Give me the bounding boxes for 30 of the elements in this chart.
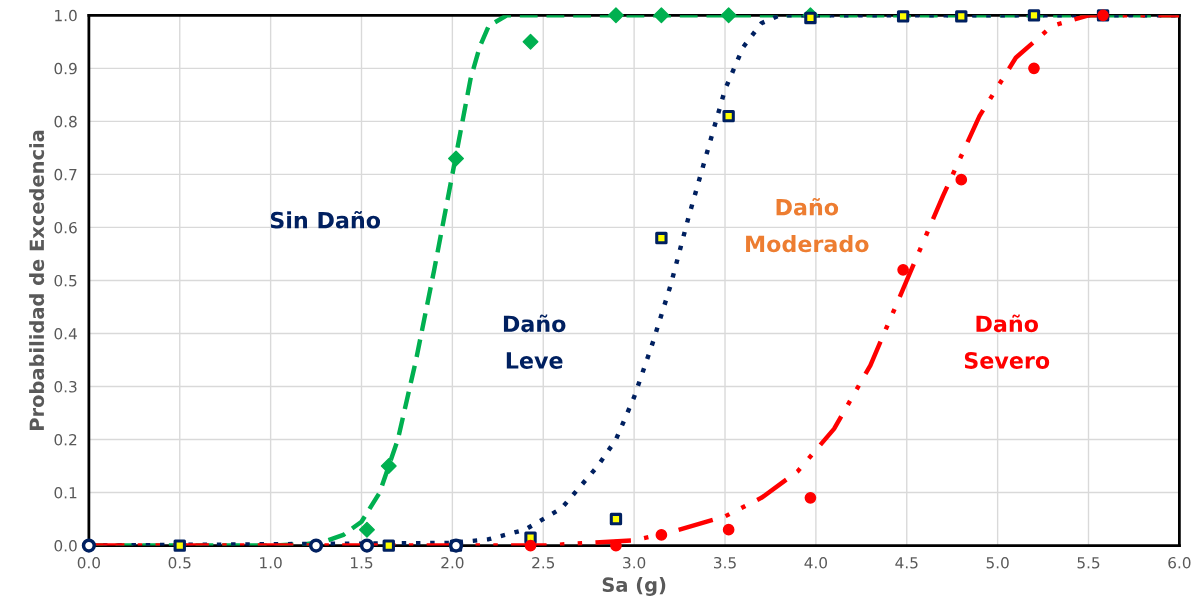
x-tick-label: 0.5 — [168, 556, 191, 569]
annotation: Daño Moderado — [746, 197, 869, 253]
y-tick-label: 1.0 — [55, 9, 77, 22]
y-tick-label: 0.1 — [54, 487, 77, 499]
y-tick-label: 0.4 — [54, 327, 77, 340]
x-tick-label: 0.0 — [77, 556, 101, 569]
x-tick-label: 2.0 — [441, 556, 464, 569]
annotation: Daño Leve — [503, 314, 566, 369]
y-axis-title: Probabilidad de Excedencia — [29, 130, 45, 430]
x-tick-label: 4.0 — [804, 556, 828, 569]
y-tick-label: 0.7 — [54, 168, 77, 181]
x-axis-title: Sa (g) — [602, 577, 666, 596]
y-tick-label: 0.6 — [54, 221, 77, 234]
y-tick-label: 0.5 — [54, 274, 77, 287]
annotation: Sin Daño — [270, 210, 381, 229]
y-tick-label: 0.3 — [54, 380, 77, 393]
y-tick-label: 0.2 — [54, 433, 77, 446]
x-tick-label: 2.5 — [532, 556, 555, 569]
annotation: Daño Severo — [964, 314, 1050, 369]
x-tick-label: 3.0 — [623, 556, 646, 569]
x-tick-label: 5.5 — [1077, 557, 1100, 569]
y-tick-label: 0.9 — [54, 62, 77, 75]
x-tick-label: 5.0 — [986, 556, 1009, 569]
x-tick-label: 6.0 — [1168, 556, 1191, 569]
y-tick-label: 0.0 — [54, 540, 77, 552]
y-tick-label: 0.8 — [54, 115, 77, 128]
x-tick-label: 1.5 — [351, 557, 373, 569]
x-tick-label: 1.0 — [260, 556, 282, 569]
x-tick-label: 4.5 — [895, 557, 918, 569]
x-tick-label: 3.5 — [714, 556, 736, 569]
